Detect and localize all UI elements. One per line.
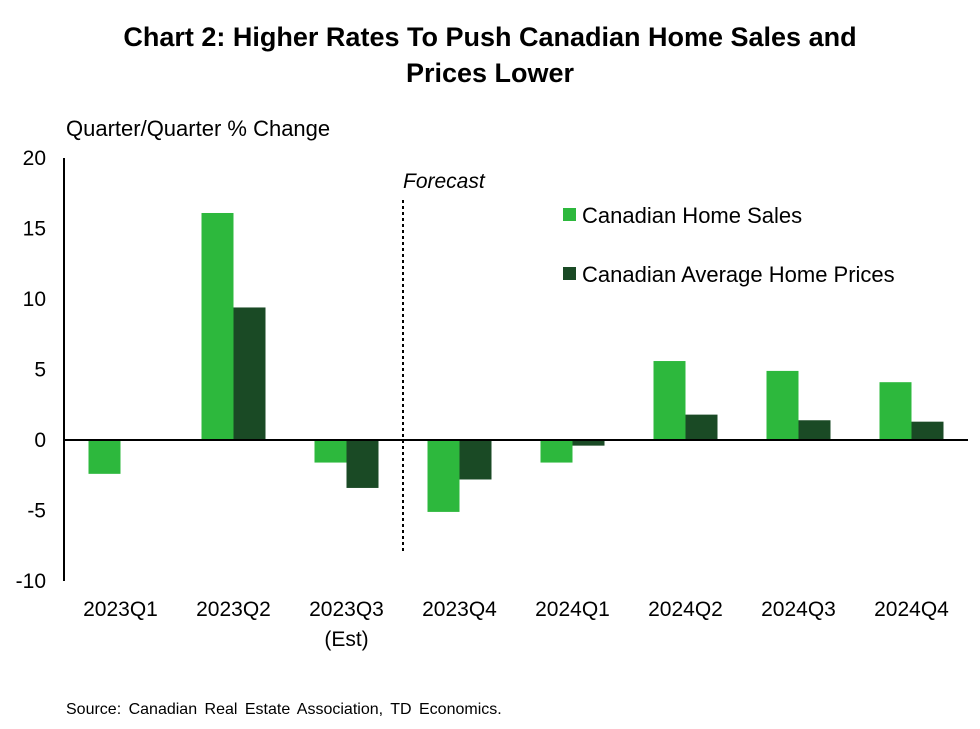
y-tick-label: -10: [16, 570, 46, 593]
x-tick-label: 2024Q4: [874, 598, 949, 621]
source-note: Source: Canadian Real Estate Association…: [66, 701, 502, 718]
bar-home-sales-2024q4: [879, 382, 912, 440]
legend-swatch-home-prices: [563, 267, 576, 280]
legend: Canadian Home Sales Canadian Average Hom…: [563, 203, 895, 287]
y-tick-label: 20: [23, 147, 46, 170]
y-tick-label: 15: [23, 218, 46, 241]
y-tick-label: 0: [34, 429, 46, 452]
bar-home-sales-2023q4: [427, 440, 460, 512]
forecast-annotation: Forecast: [403, 170, 486, 193]
bar-home-sales-2023q1: [88, 440, 121, 474]
y-axis-label: Quarter/Quarter % Change: [66, 116, 330, 141]
legend-label-home-sales: Canadian Home Sales: [582, 203, 802, 228]
x-tick-label: 2023Q3: [309, 598, 384, 621]
legend-label-home-prices: Canadian Average Home Prices: [582, 262, 895, 287]
bar-home-prices-2024q3: [798, 420, 831, 440]
bar-home-sales-2024q1: [540, 440, 573, 463]
x-tick-label: 2024Q3: [761, 598, 836, 621]
x-tick-label: 2023Q4: [422, 598, 497, 621]
bars: [88, 212, 944, 512]
bar-home-prices-2023q3: [346, 440, 379, 488]
x-axis-ticks: 2023Q1 2023Q2 2023Q3 (Est) 2023Q4 2024Q1 2024Q…: [83, 598, 949, 651]
x-tick-label: 2023Q1: [83, 598, 158, 621]
bar-home-sales-2024q2: [653, 361, 686, 440]
bar-home-prices-2024q4: [911, 421, 944, 440]
bar-home-prices-2024q1: [572, 440, 605, 446]
bar-home-prices-2023q2: [233, 307, 266, 440]
chart-title-line-2: Prices Lower: [406, 58, 575, 88]
y-tick-label: 5: [34, 359, 46, 382]
legend-swatch-home-sales: [563, 208, 576, 221]
chart-title-line-1: Chart 2: Higher Rates To Push Canadian H…: [123, 22, 856, 52]
y-tick-label: 10: [23, 288, 46, 311]
x-tick-label: 2023Q2: [196, 598, 271, 621]
x-tick-label: 2024Q2: [648, 598, 723, 621]
bar-home-sales-2023q3: [314, 440, 347, 463]
x-tick-label: 2024Q1: [535, 598, 610, 621]
bar-home-sales-2023q2: [201, 212, 234, 440]
bar-home-prices-2023q4: [459, 440, 492, 480]
bar-home-sales-2024q3: [766, 370, 799, 440]
bar-home-prices-2024q2: [685, 414, 718, 440]
x-tick-sublabel: (Est): [324, 628, 368, 651]
y-axis-ticks: 20 15 10 5 0 -5 -10: [16, 147, 46, 593]
y-tick-label: -5: [27, 500, 46, 523]
